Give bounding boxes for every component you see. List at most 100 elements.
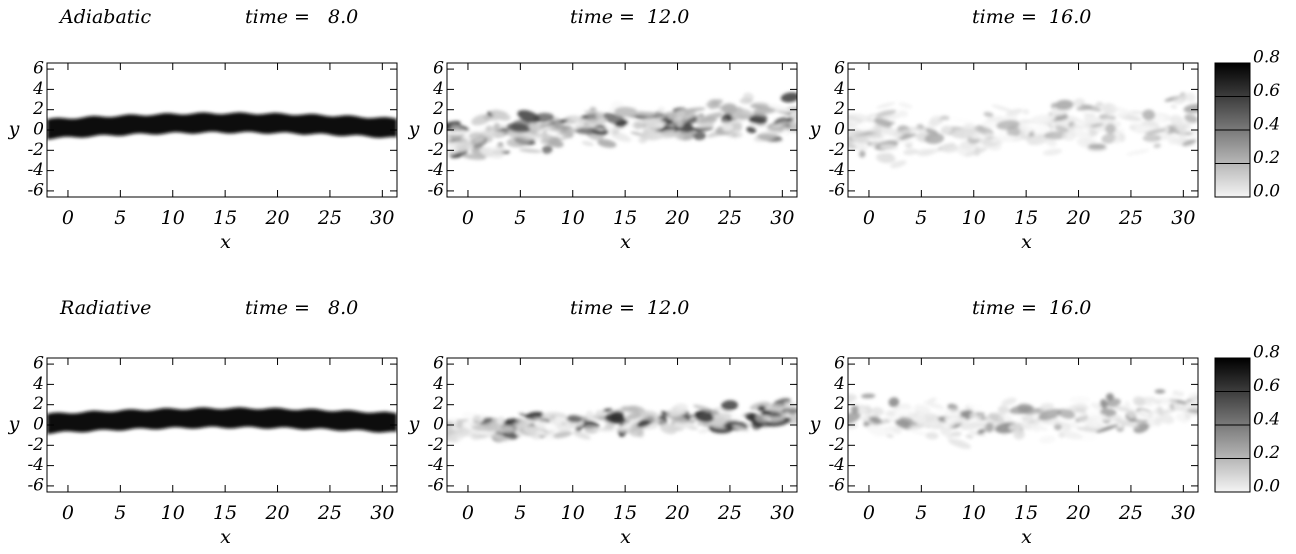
x-tick-label: 5	[114, 207, 126, 229]
y-tick-label: -4	[427, 455, 444, 475]
density-blob	[585, 410, 594, 421]
density-blob	[569, 116, 589, 123]
density-blob	[693, 131, 707, 141]
density-blob	[447, 130, 471, 136]
density-blob	[673, 420, 694, 429]
density-blob	[644, 117, 664, 129]
density-blob	[784, 402, 795, 409]
density-blob	[710, 99, 723, 107]
y-tick-label: 6	[33, 59, 44, 79]
density-blob	[757, 405, 766, 412]
y-tick-label: -4	[828, 160, 845, 180]
density-blob	[721, 122, 734, 132]
density-blob	[792, 111, 797, 119]
density-blob	[883, 425, 903, 433]
density-blob	[894, 408, 916, 419]
density-blob	[1170, 104, 1177, 109]
y-tick-label: -2	[427, 140, 444, 160]
x-tick-label: 30	[770, 502, 794, 524]
density-blob	[940, 115, 950, 121]
density-blob	[985, 116, 1006, 123]
density-blob	[965, 434, 974, 439]
density-blob	[927, 397, 937, 403]
density-blob	[1183, 103, 1198, 114]
density-blob	[597, 139, 617, 148]
y-tick-label: -4	[427, 160, 444, 180]
density-blob	[884, 113, 902, 121]
density-blob	[1100, 399, 1108, 409]
density-blob	[898, 102, 913, 109]
density-blob	[1053, 423, 1062, 431]
density-blob	[1144, 128, 1167, 135]
density-blob	[1061, 131, 1077, 141]
y-axis-label: y	[408, 118, 420, 140]
density-blob	[780, 92, 797, 103]
density-blob	[638, 111, 661, 117]
density-blob	[962, 123, 975, 134]
density-blob	[866, 113, 878, 118]
density-blob	[956, 145, 974, 157]
density-blob	[1045, 138, 1057, 147]
density-blob	[848, 143, 869, 151]
colorbar-tick-label: 0.2	[1253, 148, 1280, 168]
density-blob	[485, 125, 493, 132]
density-blob	[911, 414, 926, 424]
x-tick-label: 10	[561, 502, 585, 524]
panel-title: time = 16.0	[972, 6, 1091, 28]
density-blob	[575, 425, 583, 432]
density-blob	[621, 405, 640, 413]
density-blob	[591, 427, 614, 432]
density-blob	[1089, 421, 1101, 427]
density-blob	[698, 428, 711, 434]
density-blob	[683, 107, 706, 113]
x-tick-label: 5	[915, 207, 927, 229]
density-blob	[974, 146, 981, 156]
density-blob	[643, 414, 666, 425]
density-blob	[541, 145, 553, 154]
density-blob	[610, 131, 632, 142]
density-blob	[1144, 396, 1155, 407]
density-blob	[1089, 123, 1104, 128]
density-blob	[1186, 409, 1198, 414]
density-blob	[554, 416, 575, 424]
density-blob	[450, 124, 460, 131]
y-tick-label: 2	[833, 394, 845, 414]
density-blob	[1076, 122, 1095, 131]
density-blob	[880, 127, 904, 137]
density-blob	[853, 131, 879, 137]
y-tick-label: -4	[828, 455, 845, 475]
density-blob	[1033, 129, 1040, 137]
y-tick-label: 6	[33, 354, 44, 374]
density-blob	[471, 430, 496, 436]
density-blob	[950, 431, 962, 437]
density-blob	[695, 125, 716, 129]
density-blob	[909, 429, 929, 436]
y-tick-label: 6	[433, 59, 444, 79]
colorbar-tick-label: 0.4	[1253, 410, 1280, 430]
x-tick-label: 20	[664, 207, 689, 229]
density-blob	[621, 422, 633, 429]
colorbar-tick-label: 0.8	[1253, 48, 1280, 68]
density-blob	[1069, 396, 1091, 404]
density-blob	[1142, 134, 1162, 142]
density-field	[47, 407, 397, 435]
density-blob	[990, 135, 1017, 143]
density-blob	[940, 143, 959, 153]
x-axis-label: x	[220, 526, 231, 548]
x-tick-label: 0	[62, 502, 74, 524]
y-tick-label: 2	[833, 99, 845, 119]
density-blob	[1058, 422, 1072, 431]
y-tick-label: 4	[833, 374, 845, 394]
x-tick-label: 30	[1171, 207, 1195, 229]
y-tick-label: -2	[828, 435, 845, 455]
density-blob	[721, 400, 739, 411]
density-blob	[469, 433, 480, 441]
density-blob	[1138, 410, 1161, 418]
density-blob	[1027, 134, 1049, 146]
x-tick-label: 5	[915, 502, 927, 524]
density-blob	[897, 110, 909, 118]
density-blob	[984, 413, 1004, 424]
density-blob	[1022, 109, 1030, 115]
density-blob	[977, 428, 986, 435]
